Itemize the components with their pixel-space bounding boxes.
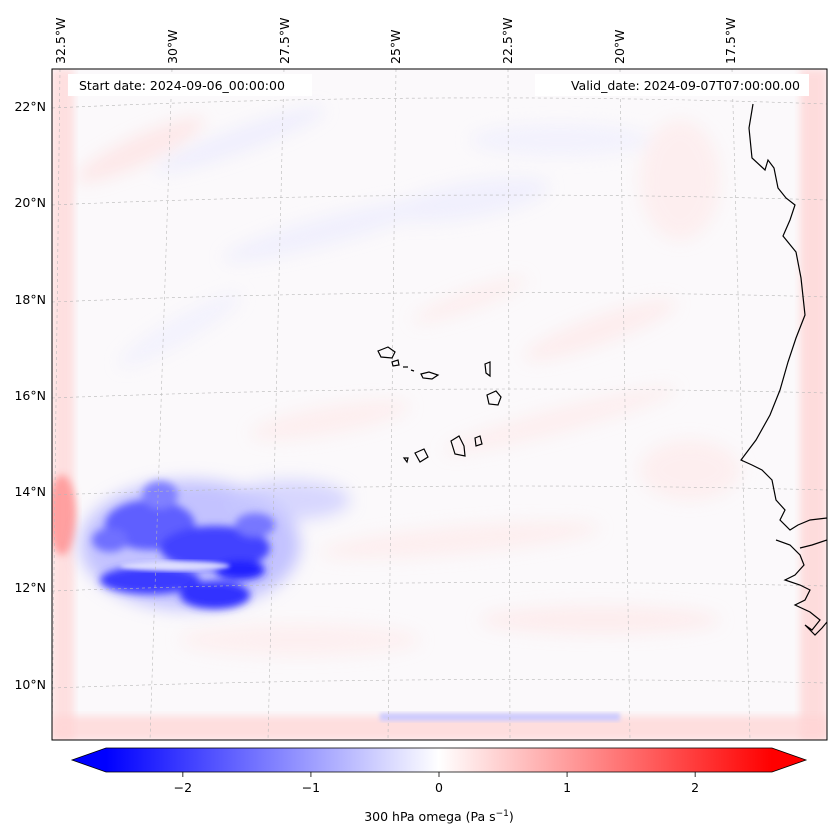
ascent-cluster xyxy=(80,480,350,610)
lon-label: 32.5°W xyxy=(53,18,68,64)
colorbar-body xyxy=(106,748,772,772)
colorbar-outline xyxy=(70,747,808,773)
latitude-labels: 22°N 20°N 18°N 16°N 14°N 12°N 10°N xyxy=(14,99,46,692)
lon-label: 25°W xyxy=(388,29,403,64)
lon-label: 30°W xyxy=(165,29,180,64)
lon-label: 22.5°W xyxy=(500,18,515,64)
colorbar-tick-label: 0 xyxy=(435,780,443,795)
lon-label: 20°W xyxy=(612,29,627,64)
gridline-lon-30 xyxy=(149,69,173,740)
gridline-lon-22-5 xyxy=(507,69,511,740)
lon-label: 17.5°W xyxy=(723,18,738,64)
west-boundary-band xyxy=(52,69,74,740)
east-boundary-band xyxy=(800,69,827,740)
valid-date-box xyxy=(535,74,809,96)
colorbar-tick-label: −1 xyxy=(302,780,320,795)
lat-label: 14°N xyxy=(14,484,46,499)
gridline-lat-14 xyxy=(52,485,827,496)
south-boundary-blue xyxy=(380,713,620,721)
map-panel: Start date: 2024-09-06_00:00:00 Valid_da… xyxy=(51,68,828,741)
start-date-box xyxy=(68,74,312,96)
cabo-verde-islands xyxy=(377,346,502,464)
longitude-labels: 32.5°W 30°W 27.5°W 25°W 22.5°W 20°W 17.5… xyxy=(53,18,738,64)
colorbar-ticks: −2 −1 0 1 2 xyxy=(174,772,699,795)
gridline-lat-12 xyxy=(52,582,827,592)
colorbar-tick-label: 2 xyxy=(691,780,699,795)
gridline-lon-25 xyxy=(387,69,397,740)
colorbar-tick-label: −2 xyxy=(174,780,192,795)
gridline-lat-22 xyxy=(52,97,827,109)
gridline-lat-16 xyxy=(52,388,827,399)
map-frame xyxy=(51,68,828,741)
lat-label: 10°N xyxy=(14,677,46,692)
gridline-lat-10 xyxy=(52,679,827,689)
gridline-lon-17-5 xyxy=(731,69,751,740)
gridline-lat-18 xyxy=(52,292,827,303)
lat-label: 18°N xyxy=(14,292,46,307)
coastlines xyxy=(377,103,827,636)
colorbar: −2 −1 0 1 2 300 hPa omega (Pa s−1) xyxy=(70,747,808,824)
west-boundary-max xyxy=(52,475,76,555)
colorbar-max-extend xyxy=(772,748,806,772)
valid-date-label: Valid_date: 2024-09-07T07:00:00.00 xyxy=(571,78,800,93)
background-texture xyxy=(76,107,740,656)
start-date-label: Start date: 2024-09-06_00:00:00 xyxy=(79,78,285,93)
graticule xyxy=(52,69,827,740)
lat-label: 22°N xyxy=(14,99,46,114)
west-africa-coastline xyxy=(740,103,827,636)
lat-label: 20°N xyxy=(14,195,46,210)
lat-label: 12°N xyxy=(14,580,46,595)
gridline-lon-32-5 xyxy=(52,69,61,740)
gridline-lon-20 xyxy=(619,69,631,740)
colorbar-title: 300 hPa omega (Pa s−1) xyxy=(364,809,514,824)
lat-label: 16°N xyxy=(14,388,46,403)
omega-field xyxy=(52,69,827,740)
colorbar-min-extend xyxy=(72,748,106,772)
gridline-lon-27-5 xyxy=(267,69,285,740)
lon-label: 27.5°W xyxy=(277,18,292,64)
colorbar-tick-label: 1 xyxy=(563,780,571,795)
gridline-lat-20 xyxy=(52,194,827,206)
